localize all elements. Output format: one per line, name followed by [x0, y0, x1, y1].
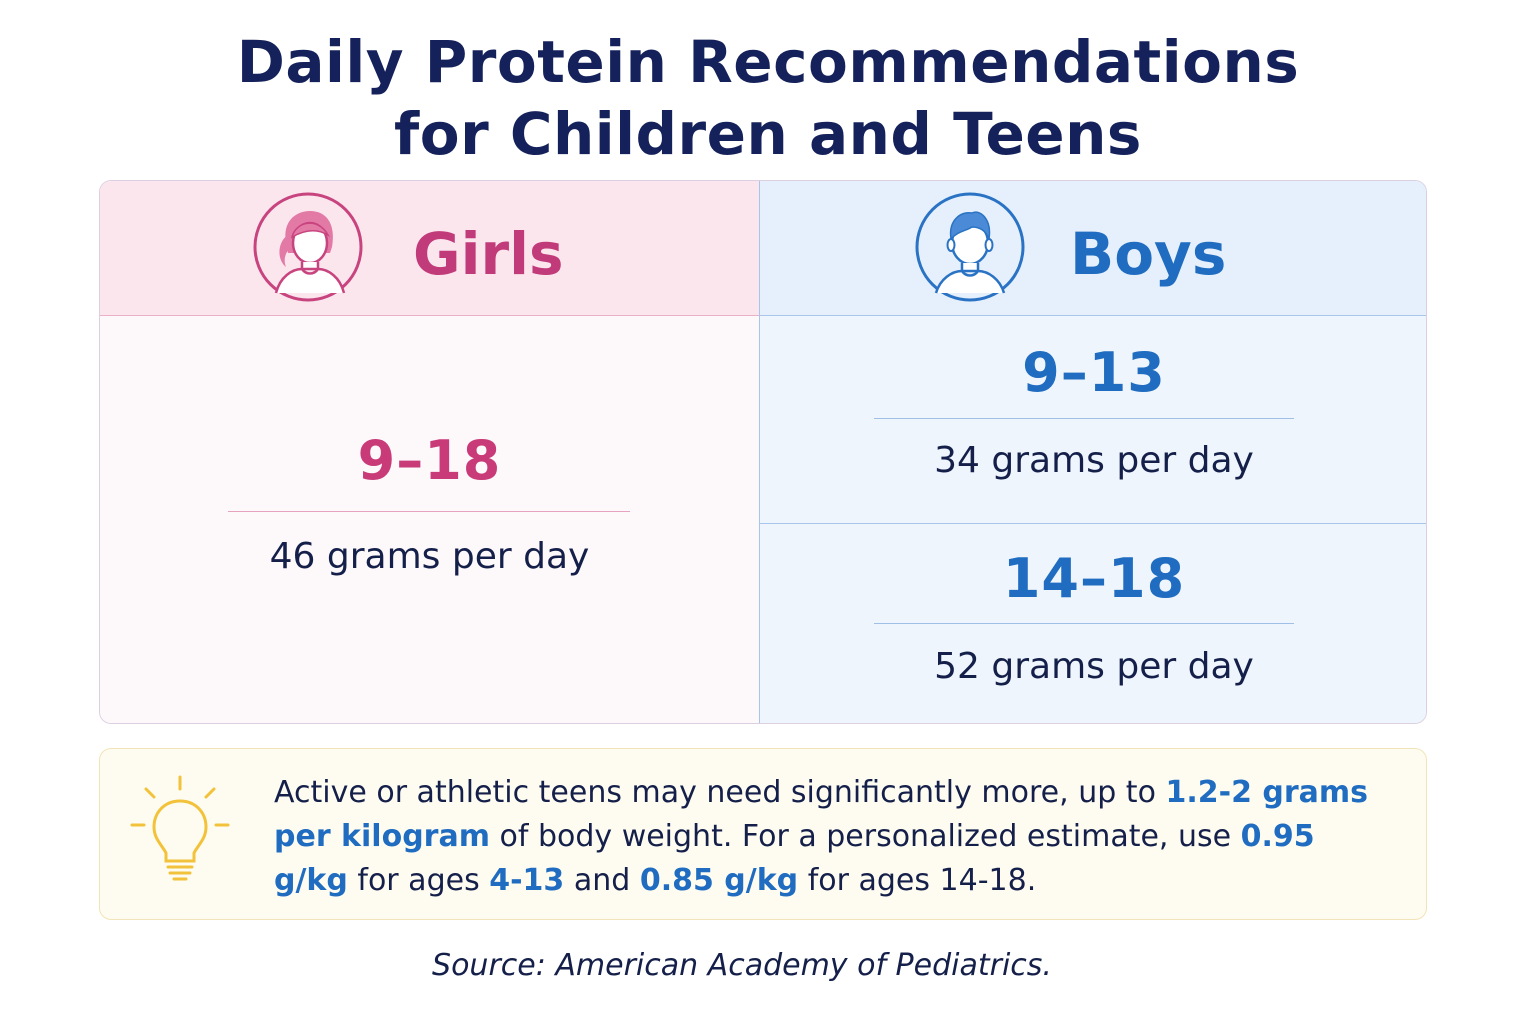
page-title: Daily Protein Recommendations for Childr…: [0, 26, 1536, 170]
boys-header: Boys: [760, 181, 1426, 316]
lightbulb-icon: [130, 775, 230, 881]
source-citation: Source: American Academy of Pediatrics.: [432, 948, 1052, 983]
boys-divider-rule-1: [874, 418, 1294, 419]
boys-label: Boys: [1070, 220, 1227, 288]
protein-table: Girls 9–18 46 grams per day Boys 9–13: [99, 180, 1427, 724]
tip-text-part: Active or athletic teens may need signif…: [274, 775, 1166, 810]
boys-amount-1: 34 grams per day: [934, 440, 1254, 481]
tip-highlight-rate-young: 0.95 g/kg: [274, 819, 1315, 898]
boys-column: Boys 9–13 34 grams per day 14–18 52 gram…: [760, 181, 1426, 723]
boys-amount-2: 52 grams per day: [934, 646, 1254, 687]
tip-highlight-range: 1.2-2 grams per kilogram: [274, 775, 1369, 854]
boys-row-divider: [760, 523, 1426, 524]
tip-text-part: of body weight. For a personalized estim…: [489, 819, 1241, 854]
boy-avatar-icon: [915, 192, 1025, 302]
title-line-1: Daily Protein Recommendations: [236, 28, 1300, 96]
tip-text-part: for ages 14-18.: [798, 863, 1037, 898]
boys-age-range-1: 9–13: [1022, 341, 1166, 404]
tip-text-part: for ages: [347, 863, 490, 898]
girls-label: Girls: [413, 220, 564, 288]
girl-avatar-icon: [253, 192, 363, 302]
tip-highlight-rate-older: 0.85 g/kg: [639, 863, 799, 898]
girls-divider-rule: [228, 511, 630, 512]
tip-highlight-ages: 4-13: [489, 863, 565, 898]
tip-text-part: and: [564, 863, 640, 898]
tip-box: Active or athletic teens may need signif…: [99, 748, 1427, 920]
girls-age-range: 9–18: [357, 429, 502, 492]
girls-amount: 46 grams per day: [269, 536, 590, 577]
tip-text: Active or athletic teens may need signif…: [274, 771, 1394, 903]
boys-divider-rule-2: [874, 623, 1294, 624]
girls-column: Girls 9–18 46 grams per day: [100, 181, 760, 723]
boys-age-range-2: 14–18: [1002, 547, 1186, 610]
title-line-2: for Children and Teens: [394, 100, 1142, 168]
girls-header: Girls: [100, 181, 759, 316]
